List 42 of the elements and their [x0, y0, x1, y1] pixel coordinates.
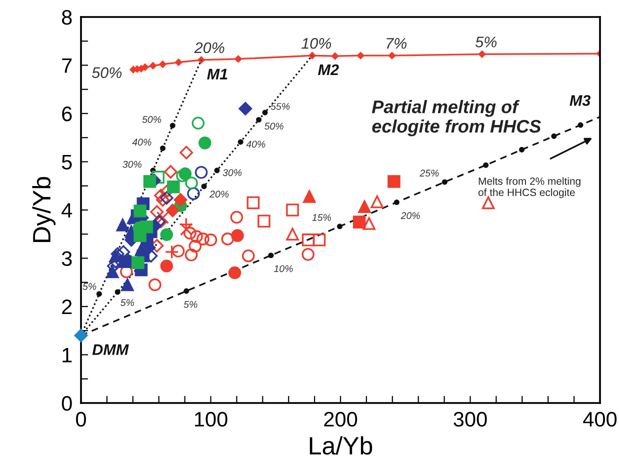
- series-label: M3: [570, 95, 590, 106]
- y-tick-label: 0: [62, 396, 72, 411]
- y-tick-label: 5: [62, 154, 72, 170]
- annotation: 50%: [142, 116, 162, 123]
- x-tick-label: 300: [454, 412, 487, 427]
- annotation: Melts from 2% melting of the HHCS eclogite: [478, 177, 580, 198]
- annotation: 20%: [210, 190, 229, 198]
- annotation: 30%: [222, 169, 242, 176]
- series-label: M1: [207, 68, 228, 80]
- annotation: 50%: [92, 67, 122, 78]
- annotation: 10%: [274, 265, 293, 272]
- annotation: 40%: [246, 140, 266, 148]
- x-tick-label: 200: [324, 412, 358, 427]
- annotation: 5%: [82, 283, 96, 290]
- y-tick-label: 7: [62, 58, 72, 73]
- annotation: 5%: [184, 300, 198, 308]
- annotation: 7%: [386, 38, 406, 49]
- annotation: 30%: [122, 160, 142, 168]
- y-axis-title: Dy/Yb: [32, 177, 56, 242]
- annotation: 50%: [264, 122, 284, 130]
- annotation: 55%: [270, 103, 290, 110]
- y-tick-label: 1: [62, 348, 72, 362]
- x-tick-label: 0: [76, 412, 86, 427]
- annotation: 5%: [120, 299, 134, 306]
- annotation: 40%: [132, 138, 152, 146]
- x-tick-label: 400: [583, 412, 617, 427]
- y-tick-label: 6: [62, 106, 72, 122]
- y-tick-label: 8: [62, 10, 72, 25]
- y-tick-label: 2: [62, 300, 72, 314]
- y-tick-label: 3: [62, 251, 72, 266]
- y-tick-label: 4: [62, 203, 72, 218]
- annotation: 20%: [400, 212, 420, 220]
- annotation: 5%: [475, 36, 497, 48]
- series-label: M2: [318, 64, 339, 76]
- annotation: 10%: [302, 38, 332, 49]
- x-tick-label: 100: [194, 412, 228, 427]
- annotation: 25%: [420, 170, 439, 177]
- annotation: Partial melting of eclogite from HHCS: [372, 100, 541, 136]
- annotation: 20%: [194, 42, 224, 54]
- x-axis-title: La/Yb: [310, 436, 372, 455]
- series-label: DMM: [92, 344, 129, 355]
- annotation: 15%: [312, 214, 331, 221]
